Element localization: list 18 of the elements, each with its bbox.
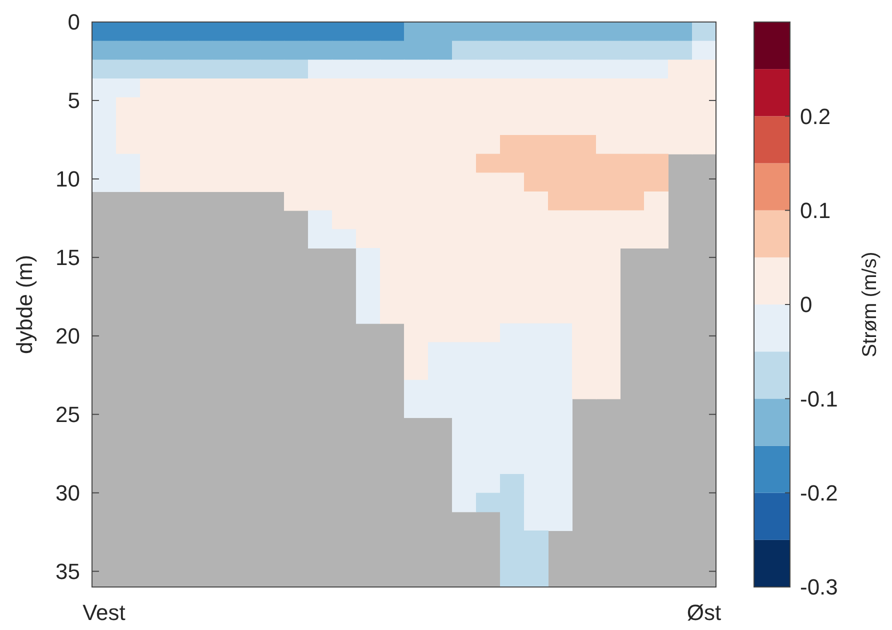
y-tick-label: 25 (56, 402, 80, 428)
y-tick-label: 35 (56, 559, 80, 584)
y-tick-label: 5 (68, 88, 80, 114)
x-tick-label: Øst (686, 600, 722, 625)
y-tick-label: 10 (56, 166, 80, 192)
y-tick-label: 0 (68, 10, 80, 35)
y-axis-title: dybde (m) (12, 254, 37, 354)
y-tick-label: 15 (56, 245, 80, 270)
y-tick-label: 30 (56, 480, 80, 506)
y-tick-label: 20 (56, 324, 80, 349)
color-bar-label: 0 (800, 292, 812, 318)
color-bar-label: -0.3 (800, 574, 838, 600)
color-bar-label: -0.1 (800, 386, 838, 412)
color-bar-label: 0.1 (800, 198, 831, 224)
x-tick-label: Vest (82, 600, 126, 625)
color-bar-title: Strøm (m/s) (859, 252, 881, 358)
color-bar-label: -0.2 (800, 480, 838, 506)
color-bar-label: 0.2 (800, 104, 831, 129)
